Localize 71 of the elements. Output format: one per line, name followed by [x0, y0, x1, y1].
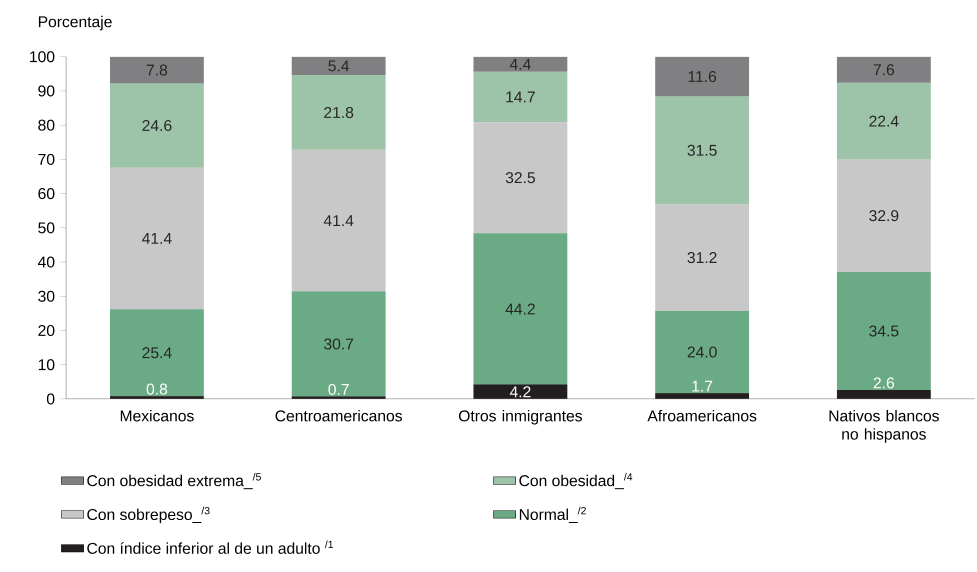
legend-label: Con índice inferior al de un adulto $^{/1}$ [87, 540, 334, 554]
data-label: 44.2 [506, 303, 535, 314]
y-tick-label: 0 [46, 393, 54, 404]
y-tick-label: 50 [38, 222, 54, 234]
bar [292, 75, 386, 150]
bar [836, 159, 931, 272]
data-label: 32.9 [869, 210, 898, 222]
bar [473, 72, 568, 122]
data-label: 31.2 [687, 252, 717, 264]
bar [655, 204, 750, 311]
data-label: 24.6 [142, 120, 172, 132]
x-tick-label: Centroamericanos [276, 410, 402, 422]
data-label: 11.6 [688, 71, 716, 82]
x-tick-label: Nativos blancos no hispanos [829, 410, 939, 443]
data-label: 0.8 [146, 384, 168, 395]
bar [110, 309, 204, 396]
bar [836, 56, 931, 83]
data-label: 0.7 [328, 384, 349, 395]
data-label: 4.2 [510, 386, 530, 398]
x-tick-label: Otros inmigrantes [458, 410, 582, 425]
legend-label: Normal_$^{/2}$ [520, 506, 586, 524]
bar [836, 390, 931, 399]
data-label: 14.7 [506, 92, 535, 102]
bar [292, 291, 386, 397]
bar [292, 56, 386, 76]
data-label: 25.4 [142, 347, 172, 358]
bar [110, 83, 204, 168]
y-tick-label: 100 [30, 51, 54, 62]
bar [655, 96, 750, 204]
data-label: 24.0 [688, 346, 717, 358]
bar [292, 150, 386, 292]
y-axis-title: Porcentaje [38, 16, 112, 30]
y-tick-label: 70 [38, 154, 54, 165]
x-tick-label: Mexicanos [120, 410, 194, 422]
data-label: 30.7 [324, 338, 354, 350]
y-tick-label: 60 [38, 188, 54, 200]
y-tick-label: 20 [38, 324, 54, 336]
bar [473, 56, 568, 72]
data-label: 4.4 [510, 58, 531, 70]
bar [110, 396, 204, 399]
y-tick-label: 10 [38, 359, 54, 370]
bar [836, 272, 931, 390]
y-tick-label: 40 [38, 256, 54, 268]
data-label: 22.4 [869, 116, 899, 126]
y-tick-label: 90 [38, 85, 54, 96]
bar [473, 384, 568, 399]
x-tick-label: Afroamericanos [647, 410, 756, 422]
bar [110, 56, 204, 84]
bar [110, 168, 204, 310]
data-label: 41.4 [142, 233, 172, 244]
data-label: 1.7 [692, 380, 712, 392]
legend-label: Con sobrepeso_$^{/3}$ [87, 506, 210, 524]
data-label: 34.5 [869, 325, 898, 337]
bar [655, 310, 750, 394]
data-label: 41.4 [324, 215, 354, 226]
bar [836, 82, 931, 160]
data-label: 5.4 [328, 60, 350, 72]
data-label: 2.6 [874, 377, 894, 388]
data-label: 7.6 [874, 64, 894, 76]
data-label: 21.8 [324, 106, 354, 118]
bar [655, 393, 750, 399]
y-tick-label: 30 [38, 290, 54, 302]
data-label: 31.5 [687, 144, 717, 156]
y-tick-label: 80 [38, 120, 54, 131]
bar [473, 233, 568, 385]
bar [473, 122, 568, 234]
data-label: 32.5 [506, 172, 535, 184]
data-label: 7.8 [146, 64, 168, 76]
legend-label: Con obesidad_$^{/4}$ [519, 472, 632, 490]
bar [655, 56, 750, 96]
legend-label: Con obesidad extrema_$^{/5}$ [87, 472, 261, 490]
